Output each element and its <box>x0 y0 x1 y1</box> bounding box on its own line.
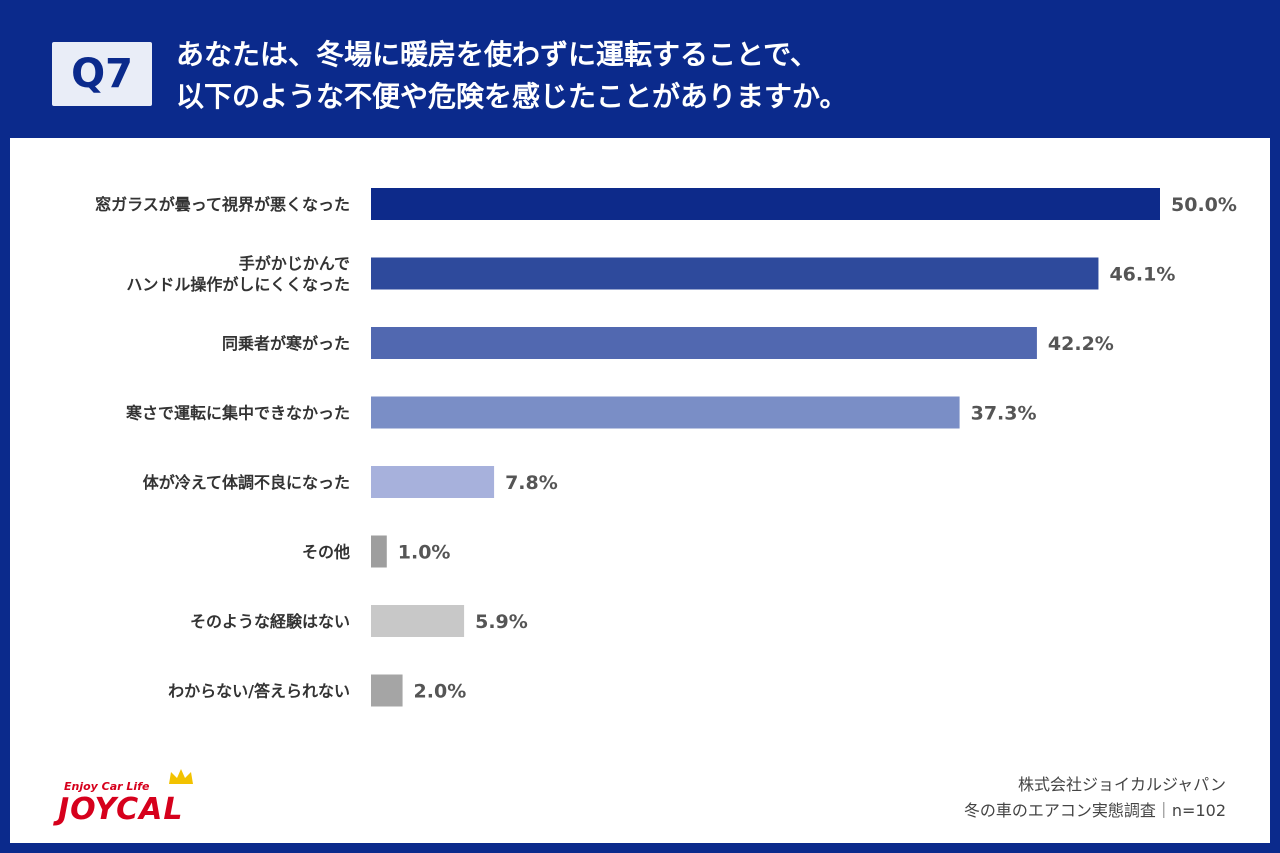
value-label-7: 5.9% <box>475 611 528 633</box>
question-title-line-2: 以下のような不便や危険を感じたことがありますか。 <box>176 80 848 113</box>
joycal-logo: Enjoy Car Life JOYCAL <box>58 768 238 828</box>
category-label-7: そのような経験はない <box>190 612 350 631</box>
category-label-2-line-2: ハンドル操作がしにくくなった <box>126 275 350 294</box>
value-label-2: 46.1% <box>1109 264 1175 286</box>
bar-6 <box>371 535 387 568</box>
value-label-5: 7.8% <box>505 472 558 494</box>
question-badge: Q7 <box>52 42 152 106</box>
category-label-5: 体が冷えて体調不良になった <box>143 473 350 492</box>
footer-credit: 株式会社ジョイカルジャパン 冬の車のエアコン実態調査｜n=102 <box>964 772 1226 824</box>
bar-7 <box>371 605 465 637</box>
bar-4 <box>371 396 960 429</box>
category-label-4: 寒さで運転に集中できなかった <box>125 404 350 423</box>
logo-wordmark: JOYCAL <box>58 792 184 827</box>
value-label-1: 50.0% <box>1171 194 1237 216</box>
bar-3 <box>371 327 1037 359</box>
chart-panel: 50.0% 窓ガラスが曇って視界が悪くなった 46.1% 手がかじかんでハンドル操作が… <box>10 138 1270 843</box>
category-label-2-line-1: 手がかじかんで <box>239 254 350 273</box>
company-name: 株式会社ジョイカルジャパン <box>1017 775 1226 794</box>
logo-tagline: Enjoy Car Life <box>64 780 150 793</box>
question-title: あなたは、冬場に暖房を使わずに運転することで、 以下のような不便や危険を感じたこ… <box>176 34 1256 118</box>
bar-8 <box>371 674 403 707</box>
crown-icon <box>169 769 193 784</box>
bar-5 <box>371 466 495 498</box>
value-label-6: 1.0% <box>398 542 451 564</box>
survey-info: 冬の車のエアコン実態調査｜n=102 <box>963 801 1226 820</box>
category-label-3: 同乗者が寒がった <box>222 334 350 353</box>
category-label-6: その他 <box>302 543 350 562</box>
value-label-4: 37.3% <box>971 403 1037 425</box>
bar-2 <box>371 257 1099 290</box>
value-label-3: 42.2% <box>1048 333 1114 355</box>
bar-chart: 50.0% 窓ガラスが曇って視界が悪くなった 46.1% 手がかじかんでハンドル操作が… <box>95 188 1237 707</box>
question-title-line-1: あなたは、冬場に暖房を使わずに運転することで、 <box>176 38 819 71</box>
category-label-1: 窓ガラスが曇って視界が悪くなった <box>95 195 350 214</box>
header-banner: Q7 あなたは、冬場に暖房を使わずに運転することで、 以下のような不便や危険を感… <box>0 0 1280 138</box>
bar-1 <box>371 188 1160 220</box>
category-label-8: わからない/答えられない <box>168 682 350 701</box>
value-label-8: 2.0% <box>414 681 467 703</box>
